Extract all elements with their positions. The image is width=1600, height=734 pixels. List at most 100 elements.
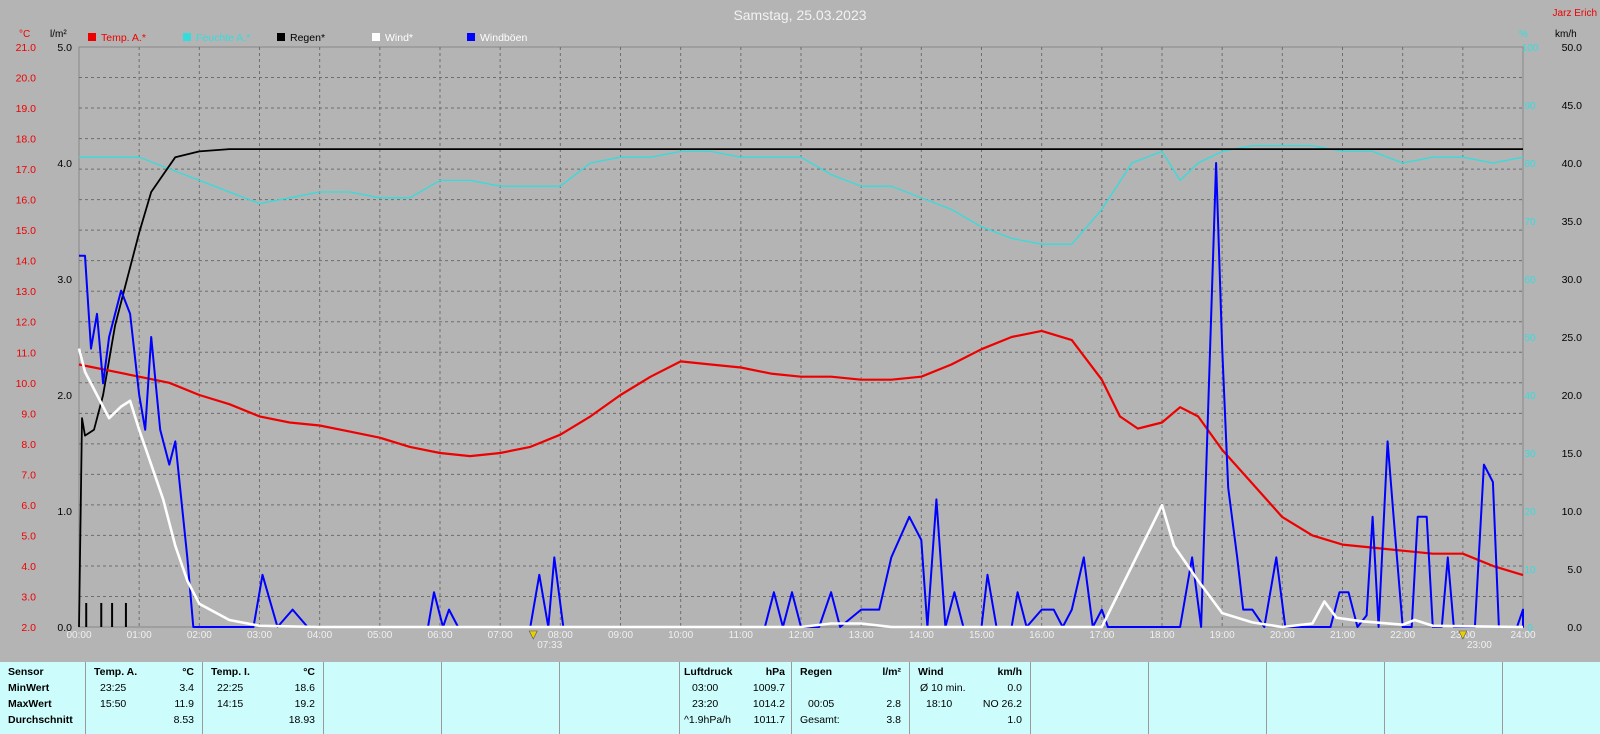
humidity-tick-label: 70 xyxy=(1524,217,1536,228)
wind-header: Wind xyxy=(918,666,944,678)
x-tick-label: 16:00 xyxy=(1029,630,1054,641)
x-tick-label: 18:00 xyxy=(1149,630,1174,641)
wind-unit: km/h xyxy=(997,666,1022,678)
wind-avg-label: Ø 10 min. xyxy=(920,682,966,694)
x-tick-label: 02:00 xyxy=(187,630,212,641)
legend-label-gusts: Windböen xyxy=(480,32,527,44)
legend-swatch-gusts xyxy=(467,33,475,41)
temp-unit-label: °C xyxy=(19,29,30,40)
stats-col-temp-a: Temp. A. °C 23:25 3.4 15:50 11.9 8.53 xyxy=(86,662,203,734)
legend-swatch-rain xyxy=(277,33,285,41)
wind-tick-label: 10.0 xyxy=(1562,506,1583,518)
temp-tick-label: 17.0 xyxy=(16,164,37,176)
wind-line xyxy=(77,348,1524,629)
stats-col-empty-8 xyxy=(1503,662,1599,734)
stats-col-temp-i: Temp. I. °C 22:25 18.6 14:15 19.2 18.93 xyxy=(203,662,324,734)
humidity-tick-label: 60 xyxy=(1524,275,1536,286)
temp-i-max-time: 14:15 xyxy=(217,698,244,710)
wind-tick-label: 40.0 xyxy=(1562,158,1583,170)
pressure-trend: ^1.9hPa/h xyxy=(684,714,731,726)
x-tick-label: 22:00 xyxy=(1390,630,1415,641)
x-tick-label: 07:00 xyxy=(488,630,513,641)
rain-row2: 2.8 xyxy=(886,698,901,710)
x-tick-label: 24:00 xyxy=(1510,630,1535,641)
rain-bars xyxy=(85,603,127,627)
temp-i-unit: °C xyxy=(303,666,315,678)
gust-line xyxy=(79,162,1524,628)
legend-label-temp: Temp. A.* xyxy=(101,32,146,44)
x-tick-label: 10:00 xyxy=(668,630,693,641)
temperature-line xyxy=(78,329,1524,577)
temp-i-min-time: 22:25 xyxy=(217,682,244,694)
humidity-tick-label: 100 xyxy=(1522,43,1539,54)
wind-tick-label: 5.0 xyxy=(1567,564,1582,576)
rain-tick-label: 2.0 xyxy=(57,390,72,402)
wind-tick-label: 30.0 xyxy=(1562,274,1583,286)
wind-tick-label: 20.0 xyxy=(1562,390,1583,402)
humidity-tick-label: 0 xyxy=(1527,623,1533,634)
x-tick-label: 19:00 xyxy=(1210,630,1235,641)
wind-tick-label: 50.0 xyxy=(1562,42,1583,54)
x-tick-label: 08:00 xyxy=(548,630,573,641)
temp-tick-label: 14.0 xyxy=(16,256,37,268)
temp-tick-label: 7.0 xyxy=(21,469,36,481)
temp-a-min: 3.4 xyxy=(179,682,194,694)
x-tick-label: 17:00 xyxy=(1089,630,1114,641)
wind-tick-label: 25.0 xyxy=(1562,332,1583,344)
temp-tick-label: 21.0 xyxy=(16,42,37,54)
temp-tick-label: 13.0 xyxy=(16,286,37,298)
x-tick-label: 00:00 xyxy=(66,630,91,641)
temp-a-min-time: 23:25 xyxy=(100,682,127,694)
temp-tick-label: 16.0 xyxy=(16,195,37,207)
stats-sensor-header: Sensor xyxy=(8,666,44,678)
rain-row2-time: 00:05 xyxy=(808,698,835,710)
rain-line xyxy=(78,148,1523,628)
temp-tick-label: 15.0 xyxy=(16,225,37,237)
temp-tick-label: 19.0 xyxy=(16,103,37,115)
pressure-max: 1014.2 xyxy=(752,698,785,710)
rain-total-label: Gesamt: xyxy=(800,714,840,726)
stats-col-wind: Wind km/h Ø 10 min. 0.0 18:10 NO 26.2 1.… xyxy=(910,662,1031,734)
stats-col-empty-3 xyxy=(560,662,680,734)
sun-marker-icon xyxy=(528,630,538,640)
legend-label-wind: Wind* xyxy=(385,32,413,44)
rain-unit: l/m² xyxy=(882,666,901,678)
x-tick-label: 15:00 xyxy=(969,630,994,641)
stats-col-empty-6 xyxy=(1267,662,1385,734)
x-tick-label: 13:00 xyxy=(849,630,874,641)
axis-labels: 00:00 01:00 02:00 03:00 04:00 05:00 06:00 07:00… xyxy=(16,42,1583,641)
author-label: Jarz Erich xyxy=(1553,8,1597,19)
series-lines xyxy=(77,144,1524,629)
humidity-tick-label: 40 xyxy=(1524,391,1536,402)
stats-col-empty-4 xyxy=(1031,662,1149,734)
temp-tick-label: 4.0 xyxy=(21,561,36,573)
x-tick-label: 01:00 xyxy=(127,630,152,641)
humidity-tick-label: 10 xyxy=(1524,565,1536,576)
stats-row-min: MinWert xyxy=(8,682,50,694)
x-tick-label: 06:00 xyxy=(427,630,452,641)
rain-tick-label: 5.0 xyxy=(57,42,72,54)
x-tick-label: 04:00 xyxy=(307,630,332,641)
wind-max-time: 18:10 xyxy=(926,698,953,710)
x-tick-label: 09:00 xyxy=(608,630,633,641)
pressure-max-time: 23:20 xyxy=(692,698,719,710)
temp-i-header: Temp. I. xyxy=(211,666,250,678)
legend-label-rain: Regen* xyxy=(290,32,325,44)
chart-title: Samstag, 25.03.2023 xyxy=(733,7,866,23)
wind-avg: 0.0 xyxy=(1007,682,1022,694)
rain-tick-label: 3.0 xyxy=(57,274,72,286)
wind-tick-label: 0.0 xyxy=(1567,622,1582,634)
temp-tick-label: 18.0 xyxy=(16,134,37,146)
rain-tick-label: 0.0 xyxy=(57,622,72,634)
temp-tick-label: 9.0 xyxy=(21,408,36,420)
temp-tick-label: 2.0 xyxy=(21,622,36,634)
statistics-panel: Sensor MinWert MaxWert Durchschnitt Temp… xyxy=(0,662,1600,734)
legend-swatch-temp xyxy=(88,33,96,41)
temp-tick-label: 20.0 xyxy=(16,73,37,85)
rain-tick-label: 1.0 xyxy=(57,506,72,518)
wind-max: NO 26.2 xyxy=(982,698,1022,710)
temp-tick-label: 10.0 xyxy=(16,378,37,390)
legend-swatch-wind xyxy=(372,33,380,41)
stats-col-empty-2 xyxy=(442,662,560,734)
legend-label-humidity: Feuchte A.* xyxy=(196,32,250,44)
